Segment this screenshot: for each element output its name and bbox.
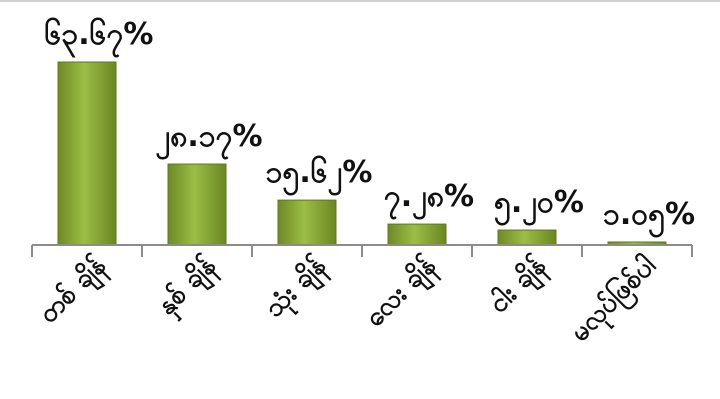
category-label: လေး ချိန်	[359, 250, 446, 337]
value-labels-group: ၆၃.၆၇% ၂၈.၁၇%၁၅.၆၂% ၇.၂၈% ၅.၂၀% ၁.၀၅%	[45, 15, 696, 239]
bar	[387, 223, 447, 246]
x-ticks-group	[31, 245, 693, 257]
value-label: ၅.၂၀%	[494, 185, 584, 227]
value-label: ၆၃.၆၇%	[45, 15, 154, 59]
bar	[167, 163, 227, 246]
category-labels-group: တစ် ချိန် နှစ် ချိန် သုံး ချိန် လေး ချိန် ငါ…	[33, 249, 667, 352]
value-label: ၇.၂၈%	[384, 179, 474, 221]
bar	[497, 229, 557, 246]
category-label: သုံး ချိန်	[258, 250, 336, 328]
category-label: ငါး ချိန်	[483, 250, 557, 324]
value-label: ၁.၀၅%	[603, 197, 695, 239]
category-label: တစ် ချိန်	[33, 250, 117, 334]
bar	[57, 61, 117, 246]
bar	[277, 199, 337, 246]
category-label: မလုပ်ဖြစ်ပါ	[563, 249, 666, 352]
value-label: ၁၅.၆၂%	[266, 153, 373, 197]
value-label: ၂၈.၁၇%	[155, 119, 262, 161]
category-label: နှစ် ချိန်	[151, 250, 226, 325]
